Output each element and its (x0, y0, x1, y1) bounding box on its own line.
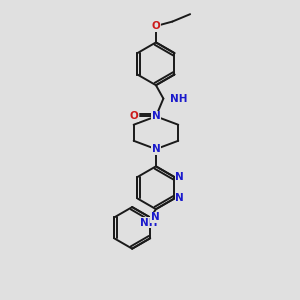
Text: N: N (152, 111, 160, 122)
Text: N: N (151, 212, 160, 223)
Text: O: O (129, 111, 138, 122)
Text: N: N (176, 172, 184, 182)
Text: N: N (176, 194, 184, 203)
Text: N: N (152, 144, 160, 154)
Text: NH: NH (170, 94, 188, 103)
Text: O: O (152, 21, 160, 31)
Text: NH: NH (140, 218, 157, 227)
